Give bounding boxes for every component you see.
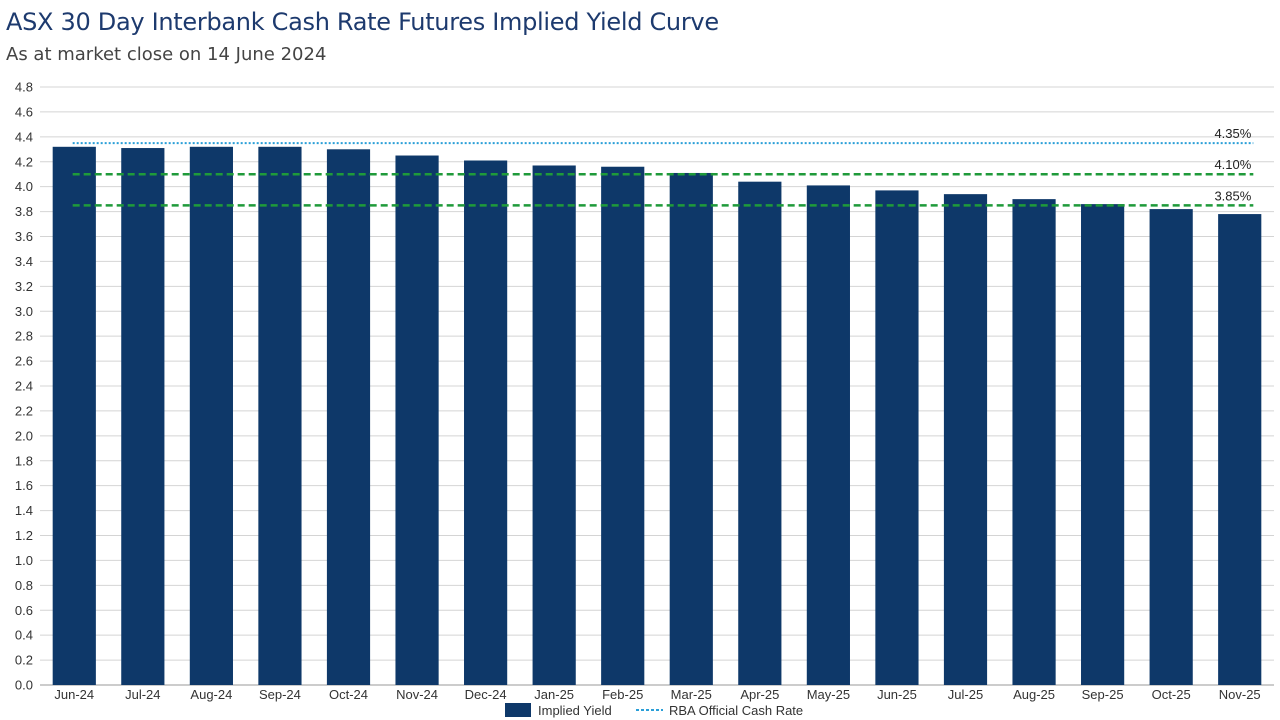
bar-jun-24 <box>52 146 96 686</box>
y-tick-label: 0.0 <box>15 678 33 693</box>
x-tick-label: Apr-25 <box>740 687 779 702</box>
y-tick-label: 3.2 <box>15 279 33 294</box>
bar-may-25 <box>806 185 850 685</box>
legend-label-rba-cash-rate: RBA Official Cash Rate <box>669 703 803 718</box>
y-tick-label: 2.6 <box>15 354 33 369</box>
y-tick-label: 2.4 <box>15 379 33 394</box>
chart-title: ASX 30 Day Interbank Cash Rate Futures I… <box>6 8 719 36</box>
bar-nov-24 <box>395 155 439 686</box>
bar-jul-25 <box>943 194 988 685</box>
y-tick-label: 0.8 <box>15 578 33 593</box>
x-tick-label: Feb-25 <box>602 687 643 702</box>
reference-line-label: 3.85% <box>1214 188 1251 203</box>
reference-line-label: 4.10% <box>1214 157 1251 172</box>
y-tick-label: 4.0 <box>15 179 33 194</box>
bar-mar-25 <box>669 172 713 685</box>
x-tick-label: Dec-24 <box>465 687 507 702</box>
bar-jan-25 <box>532 165 576 686</box>
bar-oct-25 <box>1149 209 1193 685</box>
chart-subtitle: As at market close on 14 June 2024 <box>6 44 327 65</box>
x-tick-label: May-25 <box>807 687 850 702</box>
bar-jul-24 <box>121 148 165 685</box>
y-tick-label: 1.2 <box>15 528 33 543</box>
x-tick-label: Sep-25 <box>1082 687 1124 702</box>
y-tick-label: 4.6 <box>15 104 33 119</box>
bars <box>52 146 1262 686</box>
legend-swatch-implied-yield <box>505 703 531 717</box>
y-tick-label: 1.4 <box>15 503 33 518</box>
bar-sep-25 <box>1081 204 1125 685</box>
bar-aug-24 <box>189 146 233 686</box>
x-tick-label: Sep-24 <box>259 687 301 702</box>
bar-nov-25 <box>1218 214 1262 685</box>
x-tick-label: Aug-25 <box>1013 687 1055 702</box>
y-tick-label: 4.8 <box>15 80 33 95</box>
bar-apr-25 <box>738 181 782 685</box>
legend-label-implied-yield: Implied Yield <box>538 703 612 718</box>
y-tick-label: 0.2 <box>15 653 33 668</box>
grid-lines <box>40 86 1274 686</box>
y-tick-label: 4.2 <box>15 154 33 169</box>
x-axis: Jun-24 Jul-24 Aug-24 Sep-24 Oct-24 Nov-24 Dec-… <box>54 687 1260 702</box>
x-tick-label: Nov-24 <box>396 687 438 702</box>
y-tick-label: 2.8 <box>15 329 33 344</box>
bar-jun-25 <box>875 190 919 685</box>
y-tick-label: 3.6 <box>15 229 33 244</box>
y-tick-label: 4.4 <box>15 129 33 144</box>
x-tick-label: Jul-24 <box>125 687 160 702</box>
x-tick-label: Aug-24 <box>190 687 232 702</box>
y-tick-label: 1.0 <box>15 553 33 568</box>
x-tick-label: Jul-25 <box>948 687 983 702</box>
y-tick-label: 1.8 <box>15 453 33 468</box>
x-tick-label: Nov-25 <box>1219 687 1261 702</box>
y-tick-label: 3.4 <box>15 254 33 269</box>
bar-aug-25 <box>1012 199 1056 685</box>
rba-cash-rate-label: 4.35% <box>1214 126 1251 141</box>
y-tick-label: 3.0 <box>15 304 33 319</box>
x-tick-label: Oct-25 <box>1152 687 1191 702</box>
y-tick-label: 1.6 <box>15 478 33 493</box>
bar-sep-24 <box>258 146 302 686</box>
y-axis: 0.0 0.2 0.4 0.6 0.8 1.0 1.2 1.4 1.6 1.8 2.0 2.2 2.4 2… <box>15 80 33 693</box>
x-tick-label: Mar-25 <box>671 687 712 702</box>
y-tick-label: 2.2 <box>15 403 33 418</box>
y-tick-label: 0.4 <box>15 628 33 643</box>
bar-dec-24 <box>464 160 508 686</box>
reference-lines: 4.35% 4.10% 3.85% <box>72 126 1254 207</box>
bar-oct-24 <box>326 149 371 685</box>
x-tick-label: Oct-24 <box>329 687 368 702</box>
legend: Implied Yield RBA Official Cash Rate <box>505 703 803 718</box>
x-tick-label: Jun-24 <box>54 687 94 702</box>
y-tick-label: 0.6 <box>15 603 33 618</box>
x-tick-label: Jun-25 <box>877 687 917 702</box>
y-tick-label: 2.0 <box>15 428 33 443</box>
x-tick-label: Jan-25 <box>534 687 574 702</box>
y-tick-label: 3.8 <box>15 204 33 219</box>
bar-feb-25 <box>601 166 645 685</box>
